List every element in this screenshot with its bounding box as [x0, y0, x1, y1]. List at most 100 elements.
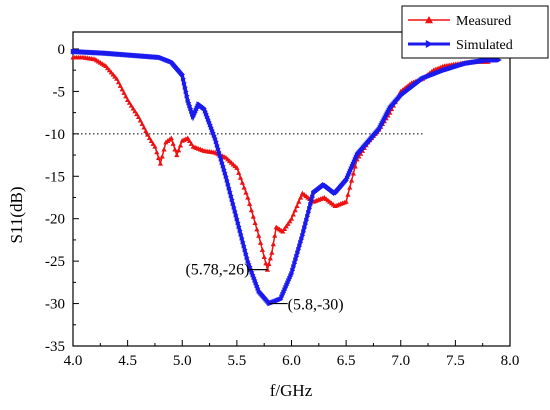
series-point: [294, 203, 300, 209]
series-point: [117, 83, 123, 88]
x-tick-label: 4.5: [118, 353, 137, 369]
series-point: [137, 117, 143, 123]
series-point: [263, 260, 269, 266]
series-point: [285, 221, 291, 226]
annotation-label: (5.8,-30): [288, 297, 344, 314]
series-point: [290, 211, 296, 217]
series-point: [256, 233, 262, 238]
series-point: [159, 153, 165, 159]
series-point: [254, 226, 260, 232]
series-group: [70, 48, 502, 307]
series-point: [292, 207, 298, 213]
y-tick-label: -35: [45, 339, 65, 355]
legend-box: [401, 5, 549, 59]
x-tick-label: 8.0: [501, 353, 520, 369]
series-point: [143, 128, 149, 134]
series-point: [155, 155, 162, 160]
annotations: (5.78,-26) (5.8,-30): [185, 262, 343, 314]
series-point: [281, 226, 288, 231]
series-point: [181, 80, 187, 86]
series-point: [343, 199, 349, 204]
series-point: [152, 143, 158, 149]
series-point: [168, 135, 174, 141]
x-axis-label: f/GHz: [270, 381, 313, 400]
series-point: [237, 175, 244, 180]
series-point: [121, 90, 127, 95]
series-point: [125, 97, 131, 102]
series-point: [114, 76, 120, 81]
legend-label-simulated: Simulated: [456, 38, 513, 53]
series-point: [266, 261, 272, 267]
x-tick-label: 5.5: [228, 353, 247, 369]
series-point: [123, 93, 129, 99]
y-tick-label: -30: [45, 297, 65, 313]
series-point: [119, 86, 125, 92]
series-point: [188, 141, 194, 146]
series-point: [145, 131, 151, 137]
series-point: [148, 138, 154, 143]
series-point: [128, 102, 134, 108]
series-point: [280, 228, 286, 234]
series-point: [248, 207, 255, 213]
series-point: [269, 250, 275, 255]
series-point: [139, 121, 145, 127]
x-tick-label: 7.5: [446, 353, 465, 369]
x-tick-label: 6.0: [282, 353, 301, 369]
series-point: [236, 170, 242, 175]
series-line: [73, 56, 489, 270]
series-point: [177, 142, 184, 148]
series-point: [141, 124, 147, 130]
series-point: [170, 141, 176, 146]
series-point: [176, 147, 182, 153]
legend-label-measured: Measured: [456, 14, 511, 29]
series-point: [347, 184, 353, 190]
series-point: [172, 146, 178, 152]
series-point: [161, 146, 167, 152]
series-point: [154, 149, 160, 155]
series-point: [296, 199, 302, 204]
series-point: [283, 223, 289, 229]
series-point: [180, 75, 186, 82]
series-point: [496, 57, 502, 63]
series-point: [250, 213, 256, 219]
y-tick-label: -25: [45, 254, 65, 270]
series-point: [132, 108, 138, 114]
series-point: [134, 111, 140, 117]
legend: Measured Simulated: [401, 5, 549, 59]
series-point: [257, 240, 264, 245]
x-tick-label: 7.0: [391, 353, 410, 369]
series-point: [267, 255, 273, 261]
series-point: [157, 160, 163, 166]
y-tick-label: 0: [58, 42, 66, 58]
series-point: [130, 105, 136, 111]
x-tick-label: 4.0: [64, 353, 83, 369]
series-point: [182, 84, 188, 90]
series-point: [184, 92, 190, 99]
series-measured: [70, 54, 491, 272]
series-point: [252, 220, 258, 226]
y-tick-label: -20: [45, 212, 65, 228]
y-tick-label: -5: [53, 84, 66, 100]
series-point: [135, 114, 142, 119]
series-point: [126, 100, 133, 105]
series-point: [183, 88, 189, 95]
series-point: [234, 165, 240, 170]
series-simulated: [70, 48, 502, 307]
series-point: [425, 16, 433, 24]
series-point: [272, 233, 278, 238]
y-axis-label: S11(dB): [7, 187, 26, 244]
series-point: [287, 218, 293, 224]
series-point: [180, 71, 186, 78]
x-tick-label: 5.0: [173, 353, 192, 369]
series-point: [425, 40, 433, 48]
series-point: [348, 177, 355, 183]
axes: 4.0 4.5 5.0 5.5 6.0 6.5 7.0 7.5 8.0 0 -5 -10 -15 -20 -…: [45, 42, 519, 369]
series-point: [185, 135, 191, 141]
series-point: [243, 189, 249, 195]
series-line: [72, 49, 500, 306]
series-point: [288, 216, 295, 221]
series-point: [247, 201, 253, 206]
series-point: [150, 141, 156, 146]
y-tick-label: -15: [45, 169, 65, 185]
